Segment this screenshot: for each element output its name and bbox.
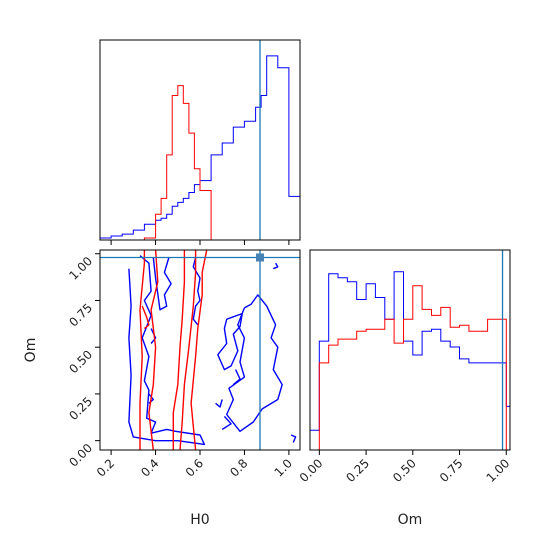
h0-x-tick-label: 0.2	[94, 456, 117, 479]
om-histogram-red	[310, 285, 510, 450]
h0-histogram-red	[100, 85, 300, 240]
red-contour	[141, 305, 150, 330]
om-x-tick-label: 0.75	[437, 456, 466, 485]
om-histogram-blue	[310, 271, 510, 450]
blue-contour	[273, 262, 279, 270]
om-marginal-frame	[309, 249, 511, 451]
om-x-tick-label: 0.00	[297, 456, 326, 485]
blue-contour	[192, 257, 201, 326]
om-x-tick-label: 0.25	[343, 456, 372, 485]
h0-marginal-ticks	[110, 240, 290, 245]
blue-contour	[215, 399, 223, 408]
h0-x-tick-label: 0.8	[227, 456, 250, 479]
h0-x-tick-label: 1.0	[272, 456, 295, 479]
om-marginal-ticks: 0.00 0.25 0.50 0.75 1.00	[297, 450, 513, 485]
joint-panel: 0.2 0.4 0.6 0.8 1.0 0.00 0.25 0.50 0.75 1.00 H0 O…	[23, 249, 301, 528]
blue-contour	[150, 328, 157, 344]
om-y-tick-label: 0.75	[66, 301, 95, 330]
blue-contour	[225, 294, 283, 432]
blue-contour	[232, 369, 241, 386]
om-x-tick-label: 0.50	[390, 456, 419, 485]
blue-contour	[152, 257, 172, 311]
blue-contour	[221, 415, 232, 430]
blue-contour	[217, 312, 243, 371]
om-y-tick-label: 1.00	[66, 254, 95, 283]
h0-histogram-series	[100, 55, 300, 240]
x-axis-label-om: Om	[398, 512, 423, 528]
om-histogram-series	[310, 271, 510, 450]
red-contour	[148, 250, 159, 450]
blue-contour	[290, 434, 297, 443]
truth-marker	[256, 253, 264, 262]
x-axis-label-h0: H0	[190, 512, 209, 528]
om-y-tick-label: 0.25	[66, 394, 95, 423]
h0-marginal-frame	[99, 39, 301, 241]
red-contour	[139, 250, 146, 450]
om-marginal-panel: 0.00 0.25 0.50 0.75 1.00 Om	[297, 249, 513, 528]
h0-marginal-panel	[99, 39, 301, 245]
h0-histogram-blue	[100, 55, 300, 240]
joint-frame	[99, 249, 301, 451]
red-contour	[179, 250, 197, 450]
h0-x-tick-label: 0.6	[183, 456, 206, 479]
om-y-tick-label: 0.00	[66, 441, 95, 470]
red-contour	[190, 250, 208, 450]
joint-contours	[128, 250, 297, 450]
red-contour	[172, 250, 186, 450]
h0-x-tick-label: 0.4	[138, 456, 161, 479]
om-x-tick-label: 1.00	[484, 456, 513, 485]
om-y-tick-label: 0.50	[66, 347, 95, 376]
y-axis-label-om: Om	[23, 338, 39, 363]
blue-contour	[128, 255, 206, 446]
